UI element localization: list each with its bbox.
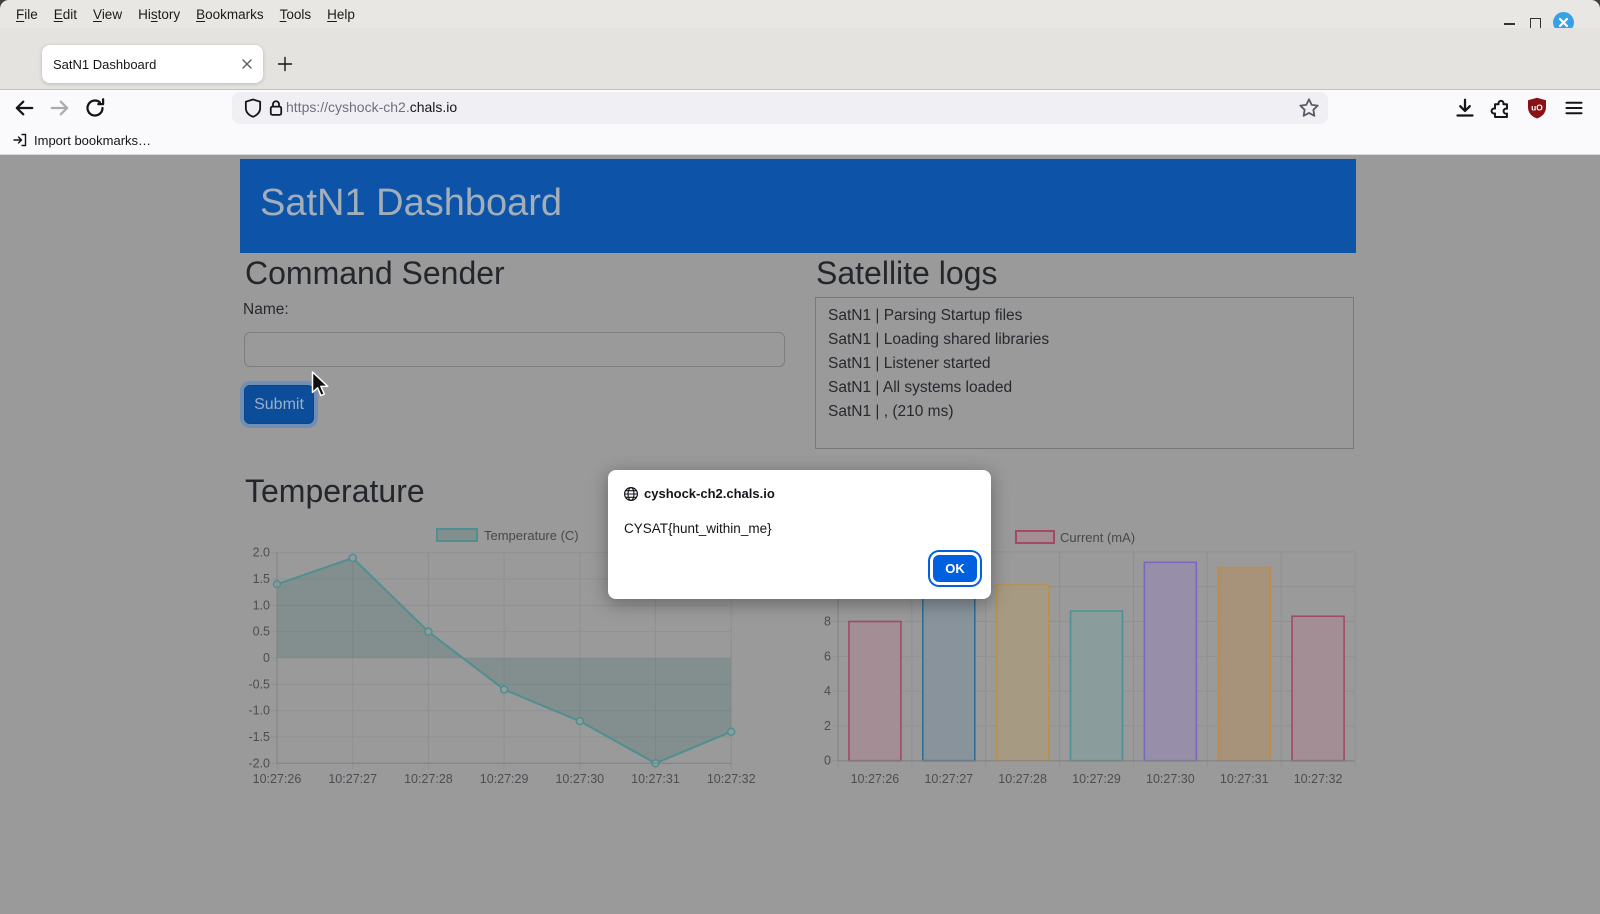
extensions-button[interactable] <box>1489 96 1513 120</box>
menu-tools[interactable]: Tools <box>279 6 312 22</box>
log-line: SatN1 | Listener started <box>828 355 991 372</box>
dialog-origin: cyshock-ch2.chals.io <box>644 486 775 501</box>
forward-button[interactable] <box>48 96 72 120</box>
ok-button[interactable]: OK <box>933 555 977 582</box>
name-input[interactable] <box>244 332 785 367</box>
dialog-message: CYSAT{hunt_within_me} <box>624 521 772 536</box>
plus-icon <box>277 56 293 72</box>
globe-icon <box>623 486 639 502</box>
minimize-button[interactable] <box>1504 23 1515 25</box>
tab-bar: SatN1 Dashboard <box>0 28 1600 98</box>
import-bookmarks-label: Import bookmarks… <box>34 132 152 148</box>
url-bar[interactable]: https://cyshock-ch2.chals.io <box>232 92 1328 124</box>
name-label: Name: <box>243 301 289 318</box>
bookmarks-toolbar: Import bookmarks… <box>0 126 1600 155</box>
lock-icon[interactable] <box>265 97 287 119</box>
back-arrow-icon <box>15 100 34 116</box>
tab-close-button[interactable] <box>239 56 255 72</box>
forward-arrow-icon <box>50 100 69 116</box>
menu-bookmarks[interactable]: Bookmarks <box>196 6 264 22</box>
tab-title: SatN1 Dashboard <box>53 57 157 72</box>
submit-button[interactable]: Submit <box>244 385 314 424</box>
menu-view[interactable]: View <box>93 6 123 22</box>
tracking-protection-shield-icon[interactable] <box>242 97 264 119</box>
import-icon <box>13 133 27 147</box>
ublock-origin-button[interactable]: uO <box>1525 96 1549 120</box>
command-sender-heading: Command Sender <box>245 255 505 291</box>
log-line: SatN1 | All systems loaded <box>828 379 1013 396</box>
dashboard-header: SatN1 Dashboard <box>240 159 1356 253</box>
hamburger-menu-icon <box>1565 101 1583 115</box>
window-controls <box>1504 10 1594 36</box>
close-window-button[interactable] <box>1553 12 1574 33</box>
page-title: SatN1 Dashboard <box>260 182 563 224</box>
url-domain: chals.io <box>409 99 458 115</box>
log-line: SatN1 | , (210 ms) <box>828 403 954 420</box>
back-button[interactable] <box>12 96 36 120</box>
url-text: https://cyshock-ch2.chals.io <box>286 99 457 115</box>
menu-help[interactable]: Help <box>327 6 355 22</box>
downloads-button[interactable] <box>1453 96 1477 120</box>
close-icon <box>242 59 252 69</box>
import-bookmarks-button[interactable]: Import bookmarks… <box>12 129 151 151</box>
url-prefix: https://cyshock-ch2. <box>286 99 410 115</box>
tab-satn1-dashboard[interactable]: SatN1 Dashboard <box>42 45 263 83</box>
satellite-log-box: SatN1 | Parsing Startup files SatN1 | Loa… <box>815 297 1354 449</box>
alert-dialog: cyshock-ch2.chals.io CYSAT{hunt_within_m… <box>608 470 991 599</box>
log-line: SatN1 | Loading shared libraries <box>828 331 1050 348</box>
close-icon <box>1558 17 1569 28</box>
reload-icon <box>86 98 105 117</box>
mouse-cursor <box>311 371 335 399</box>
menu-file[interactable]: File <box>16 6 38 22</box>
bookmark-star-button[interactable] <box>1297 96 1321 120</box>
temperature-heading: Temperature <box>245 473 425 509</box>
ublock-shield-icon: uO <box>1528 97 1546 119</box>
svg-text:uO: uO <box>1531 102 1543 112</box>
download-icon <box>1456 98 1474 117</box>
puzzle-piece-icon <box>1490 99 1508 118</box>
app-menu-button[interactable] <box>1562 96 1586 120</box>
menu-history[interactable]: History <box>138 6 181 22</box>
satellite-logs-heading: Satellite logs <box>816 255 998 291</box>
menu-bar: File Edit View History Bookmarks Tools Help <box>8 2 363 26</box>
reload-button[interactable] <box>83 96 107 120</box>
menu-edit[interactable]: Edit <box>53 6 78 22</box>
new-tab-button[interactable] <box>275 54 295 74</box>
log-line: SatN1 | Parsing Startup files <box>828 307 1023 324</box>
